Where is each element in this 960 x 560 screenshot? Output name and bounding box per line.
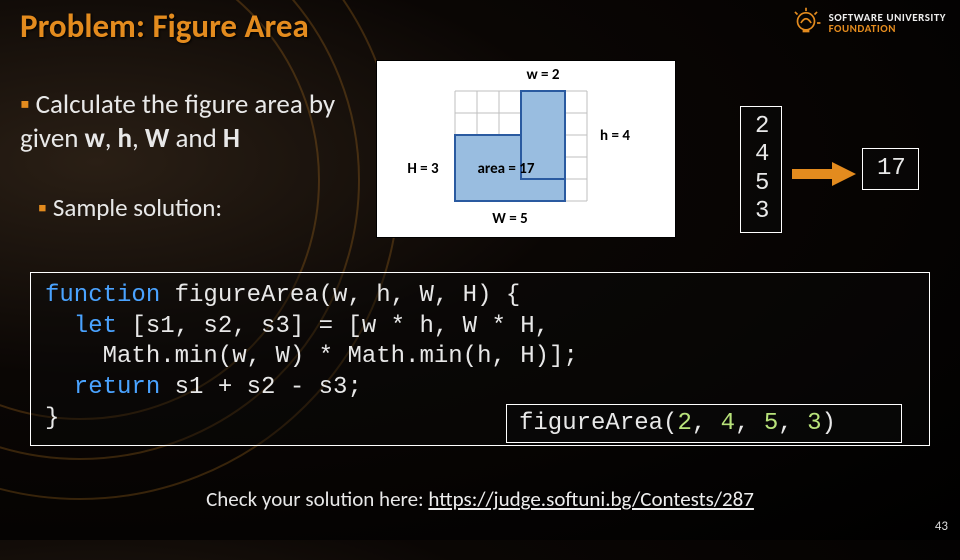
call-suffix: ) <box>822 410 836 437</box>
input-line: 5 <box>755 170 769 198</box>
bullet-sub: ▪Sample solution: <box>38 192 222 223</box>
function-call-box: figureArea(2, 4, 5, 3) <box>506 404 902 443</box>
svg-text:h = 4: h = 4 <box>600 127 630 145</box>
svg-text:H = 3: H = 3 <box>407 160 439 178</box>
logo: SOFTWARE UNIVERSITY FOUNDATION <box>789 6 946 40</box>
var-h: h <box>118 122 133 155</box>
bullet-square-icon: ▪ <box>20 88 30 121</box>
call-sep: , <box>692 410 721 437</box>
logo-line-2: FOUNDATION <box>829 23 946 34</box>
input-line: 3 <box>755 198 769 226</box>
figure-diagram: w = 2 H = 3 h = 4 W = 5 area = 17 <box>376 60 676 238</box>
call-arg: 4 <box>721 410 735 437</box>
bullet-square-icon: ▪ <box>38 192 47 223</box>
bullet-main: ▪Calculate the figure area by given w, h… <box>20 88 370 156</box>
bullet-sub-text: Sample solution: <box>53 192 222 223</box>
call-arg: 5 <box>764 410 778 437</box>
call-arg: 3 <box>807 410 821 437</box>
svg-text:W = 5: W = 5 <box>492 210 527 228</box>
code-text: figureArea(w, h, W, H) { <box>160 282 520 309</box>
call-sep: , <box>735 410 764 437</box>
check-solution-line: Check your solution here: https://judge.… <box>0 486 960 512</box>
code-text: Math.min(w, W) * Math.min(h, H)]; <box>45 343 578 370</box>
slide-title: Problem: Figure Area <box>20 6 309 46</box>
code-kw: return <box>45 374 160 401</box>
code-kw: let <box>45 313 117 340</box>
code-text: [s1, s2, s3] = [w * h, W * H, <box>117 313 549 340</box>
var-W-big: W <box>145 122 169 155</box>
output-line: 17 <box>877 155 906 183</box>
svg-text:area = 17: area = 17 <box>478 160 535 178</box>
input-line: 2 <box>755 113 769 141</box>
svg-text:w = 2: w = 2 <box>526 66 559 84</box>
var-w: w <box>85 122 105 155</box>
call-sep: , <box>778 410 807 437</box>
var-H-big: H <box>223 122 240 155</box>
check-prefix: Check your solution here: <box>206 486 428 512</box>
check-link[interactable]: https://judge.softuni.bg/Contests/287 <box>428 486 754 512</box>
code-text: } <box>45 405 59 432</box>
bulb-icon <box>789 6 823 40</box>
slide-number: 43 <box>935 519 948 534</box>
sample-output-box: 17 <box>862 148 919 190</box>
sample-input-box: 2 4 5 3 <box>740 106 782 233</box>
and-text: and <box>169 122 223 155</box>
arrow-icon <box>792 162 856 186</box>
input-line: 4 <box>755 141 769 169</box>
code-kw: function <box>45 282 160 309</box>
call-arg: 2 <box>677 410 691 437</box>
code-text: s1 + s2 - s3; <box>160 374 362 401</box>
call-prefix: figureArea( <box>519 410 677 437</box>
